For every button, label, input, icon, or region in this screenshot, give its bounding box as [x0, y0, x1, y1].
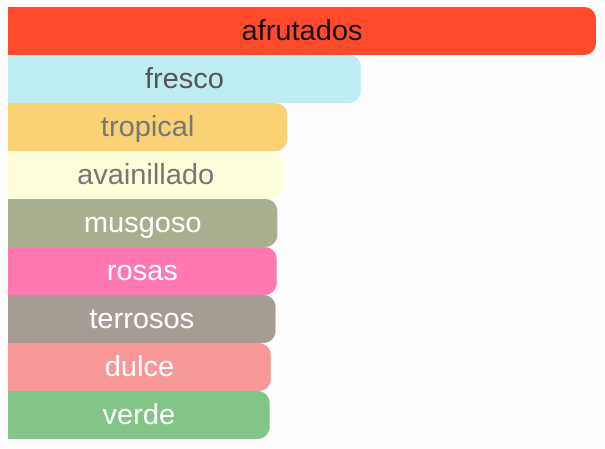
- bar-label-tropical: tropical: [101, 111, 195, 143]
- bar-label-terrosos: terrosos: [89, 303, 194, 335]
- bar-afrutados: [8, 7, 596, 55]
- bar-label-musgoso: musgoso: [84, 207, 202, 239]
- bar-musgoso: [8, 199, 278, 247]
- bar-label-verde: verde: [103, 399, 176, 431]
- bar-verde: [8, 391, 270, 439]
- bar-label-dulce: dulce: [105, 351, 174, 383]
- bar-label-fresco: fresco: [145, 63, 224, 95]
- bar-avainillado: [8, 151, 284, 199]
- bar-terrosos: [8, 295, 276, 343]
- bar-label-afrutados: afrutados: [242, 15, 363, 47]
- bars-group: afrutados fresco tropical avainillado musgos…: [8, 7, 596, 439]
- bar-label-rosas: rosas: [107, 255, 178, 287]
- bar-tropical: [8, 103, 288, 151]
- bar-label-avainillado: avainillado: [77, 159, 214, 191]
- bar-fresco: [8, 55, 361, 103]
- bar-dulce: [8, 343, 271, 392]
- bar-rosas: [8, 247, 277, 295]
